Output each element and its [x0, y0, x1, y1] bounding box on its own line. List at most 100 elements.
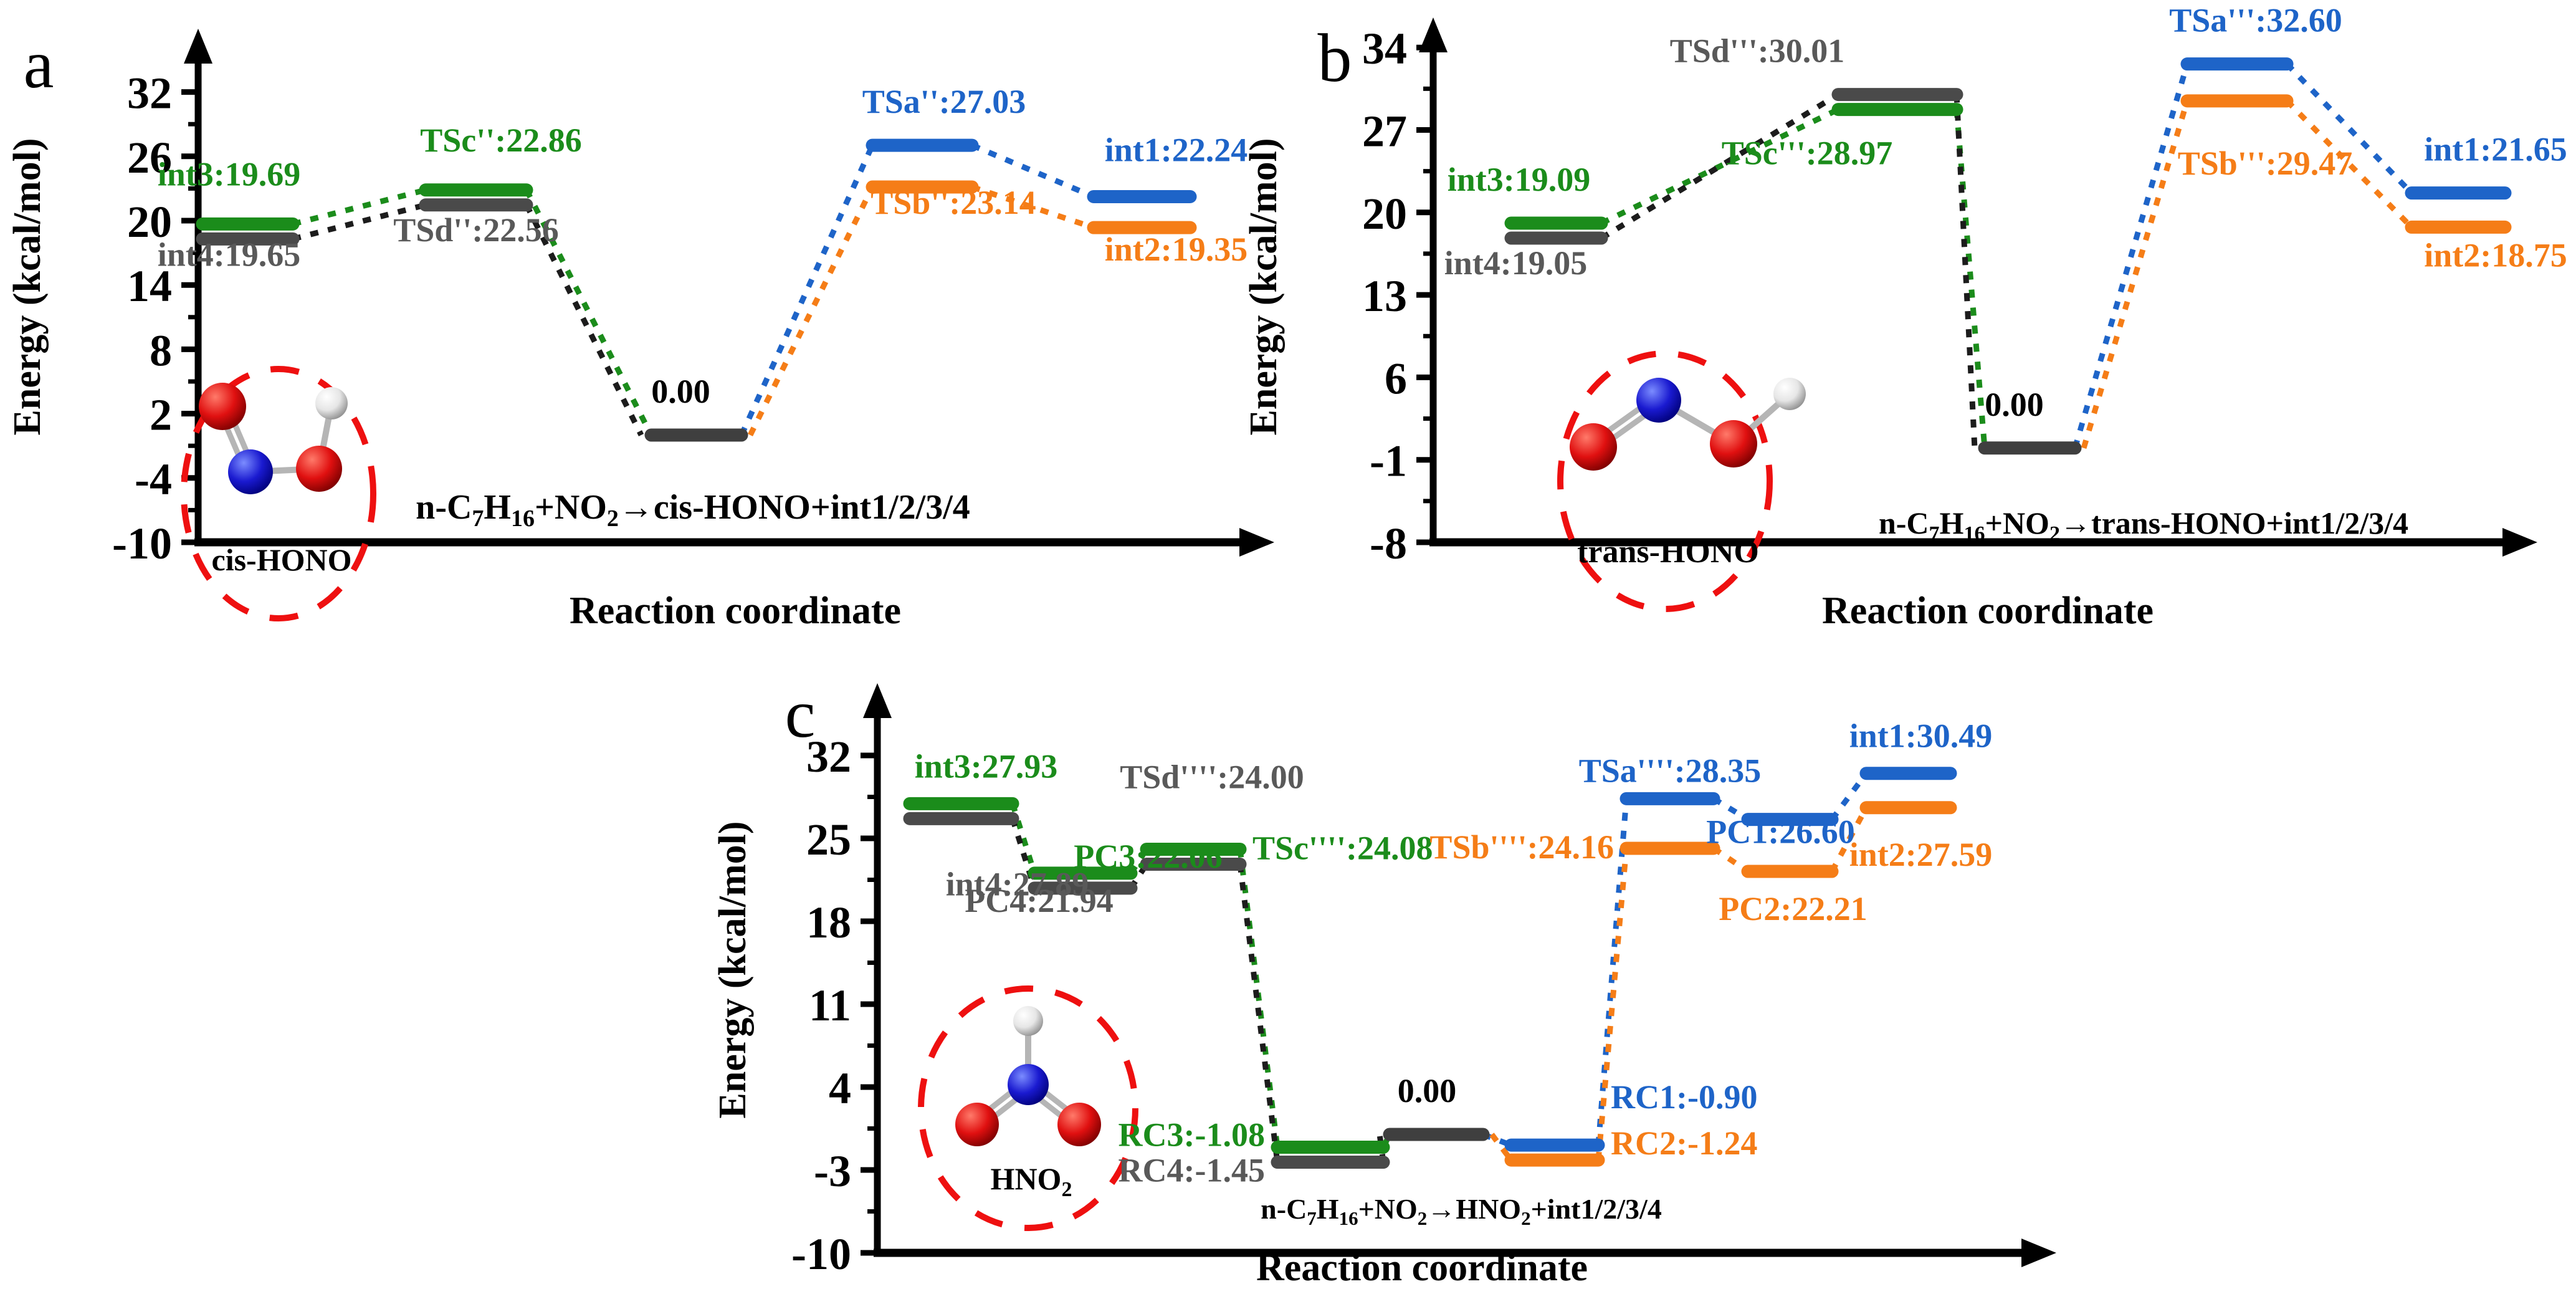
- level-label-int2: int2:19.35: [1105, 231, 1248, 268]
- level-label-int4: int4:19.05: [1444, 244, 1588, 282]
- level-label-int2: int2:18.75: [2424, 236, 2567, 274]
- y-tick-label: 11: [809, 980, 851, 1030]
- level-label-TSa3: TSa''':32.60: [2169, 2, 2342, 39]
- connector-blue: [1829, 772, 1869, 822]
- connector-blue: [1712, 796, 1750, 822]
- level-label-zero: 0.00: [651, 373, 710, 410]
- level-label-RC1: RC1:-0.90: [1611, 1078, 1757, 1116]
- inset-molecule-name: HNO2: [991, 1161, 1072, 1201]
- connector-orange: [1489, 1133, 1514, 1162]
- y-tick-label: 27: [1362, 107, 1407, 156]
- y-axis-title: Energy (kcal/mol): [712, 822, 754, 1119]
- y-tick-label: 14: [127, 261, 172, 311]
- y-axis-arrowhead: [863, 683, 892, 718]
- connector-dark_line: [1953, 94, 1978, 449]
- level-label-TSb3: TSb''':29.47: [2178, 145, 2353, 182]
- inset-molecule-name: trans-HONO: [1577, 534, 1759, 570]
- level-label-int4: int4:27.89: [946, 865, 1089, 903]
- connector-orange: [1595, 848, 1629, 1161]
- connector-blue: [2284, 62, 2414, 195]
- connector-blue: [971, 142, 1095, 199]
- reaction-equation: n-C7H16+NO2→cis-HONO+int1/2/3/4: [416, 488, 970, 532]
- level-label-TSc2: TSc'':22.86: [420, 122, 582, 159]
- reaction-equation: n-C7H16+NO2→HNO2+int1/2/3/4: [1261, 1193, 1662, 1229]
- level-label-int3: int3:27.93: [915, 747, 1058, 785]
- molecule-atom-N: [1008, 1064, 1049, 1105]
- molecule-atom-H: [1013, 1006, 1043, 1036]
- molecule-atom-N: [1636, 378, 1681, 423]
- connector-dark_line: [1237, 863, 1281, 1163]
- panel-a: 32 26 20 14 8 2 -4 -10 Energy (kcal/mol) Reaction…: [6, 26, 1274, 632]
- molecule-atom-O: [1710, 420, 1757, 467]
- level-label-TSa2: TSa'':27.03: [862, 83, 1026, 120]
- x-axis-title: Reaction coordinate: [570, 590, 901, 632]
- connector-dark_line: [292, 202, 427, 242]
- y-tick-label: -10: [791, 1229, 851, 1279]
- y-tick-label: -1: [1370, 436, 1407, 486]
- y-tick-label: 26: [127, 133, 172, 183]
- level-label-int2: int2:27.59: [1849, 836, 1993, 873]
- inset-dashed-ellipse: [918, 985, 1138, 1231]
- connector-orange: [971, 184, 1095, 231]
- connector-green: [1600, 107, 1839, 226]
- y-tick-label: -8: [1370, 519, 1407, 568]
- connector-blue: [738, 144, 875, 436]
- level-label-zero: 0.00: [1398, 1072, 1457, 1109]
- y-tick-label: 2: [150, 390, 172, 440]
- level-label-PC4: PC4:21.94: [965, 882, 1113, 919]
- level-label-TSb4: TSb'''':24.16: [1429, 828, 1614, 866]
- y-tick-label: 20: [1362, 189, 1407, 239]
- connector-green: [292, 187, 427, 227]
- level-label-PC2: PC2:22.21: [1719, 890, 1867, 927]
- inset-dashed-ellipse: [1557, 350, 1773, 612]
- panel-letter: c: [785, 676, 816, 752]
- y-axis-title: Energy (kcal/mol): [1243, 138, 1285, 436]
- level-label-TSd3: TSd''':30.01: [1670, 32, 1845, 70]
- connector-orange: [747, 186, 875, 436]
- y-tick-label: 32: [806, 732, 851, 782]
- level-label-RC4: RC4:-1.45: [1119, 1152, 1265, 1189]
- y-tick-label: 13: [1362, 271, 1407, 321]
- panel-letter: b: [1318, 20, 1352, 96]
- level-label-int3: int3:19.69: [158, 155, 301, 193]
- connector-orange: [2284, 98, 2414, 229]
- connector-green: [1009, 802, 1038, 875]
- connector-dark_line: [523, 203, 644, 437]
- x-axis-title: Reaction coordinate: [1822, 590, 2154, 632]
- y-axis-title: Energy (kcal/mol): [6, 138, 49, 436]
- y-tick-label: 20: [127, 197, 172, 247]
- y-tick-label: 6: [1385, 353, 1407, 403]
- connector-blue: [2072, 63, 2190, 449]
- molecule-atom-O: [1570, 423, 1617, 471]
- y-tick-label: 8: [150, 325, 172, 375]
- y-tick-label: 32: [127, 69, 172, 118]
- panel-letter: a: [24, 26, 54, 102]
- panel-c: 32 25 18 11 4 -3 -10 Energy (kcal/mol) Reaction …: [712, 676, 2056, 1289]
- level-label-TSa4: TSa'''':28.35: [1579, 752, 1762, 789]
- molecule-atom-O: [296, 446, 342, 492]
- y-tick-label: -4: [135, 454, 172, 504]
- x-axis-arrowhead: [1239, 528, 1274, 557]
- level-label-TSc3: TSc''':28.97: [1722, 135, 1893, 172]
- molecule-atom-O: [199, 383, 246, 430]
- y-tick-label: -10: [112, 519, 172, 568]
- level-label-TSb2: TSb'':23.14: [871, 184, 1036, 221]
- y-tick-label: 4: [829, 1063, 851, 1113]
- level-label-int1: int1:30.49: [1849, 717, 1993, 755]
- y-tick-label: -3: [814, 1146, 851, 1196]
- level-label-int1: int1:22.24: [1105, 131, 1248, 168]
- panel-b: 34 27 20 13 6 -1 -8 Energy (kcal/mol) Reaction c…: [1243, 2, 2567, 632]
- connector-green: [1953, 109, 1988, 449]
- molecule-atom-H: [315, 387, 348, 419]
- connector-orange: [2081, 100, 2190, 449]
- x-axis-arrowhead: [2502, 528, 2537, 557]
- y-tick-label: 18: [806, 898, 851, 947]
- level-label-zero: 0.00: [1985, 386, 2044, 423]
- molecule-atom-H: [1773, 378, 1806, 410]
- level-label-PC1: PC1:26.60: [1706, 813, 1854, 851]
- y-tick-label: 25: [806, 815, 851, 865]
- level-label-RC2: RC2:-1.24: [1611, 1124, 1757, 1162]
- level-label-int3: int3:19.09: [1448, 161, 1591, 198]
